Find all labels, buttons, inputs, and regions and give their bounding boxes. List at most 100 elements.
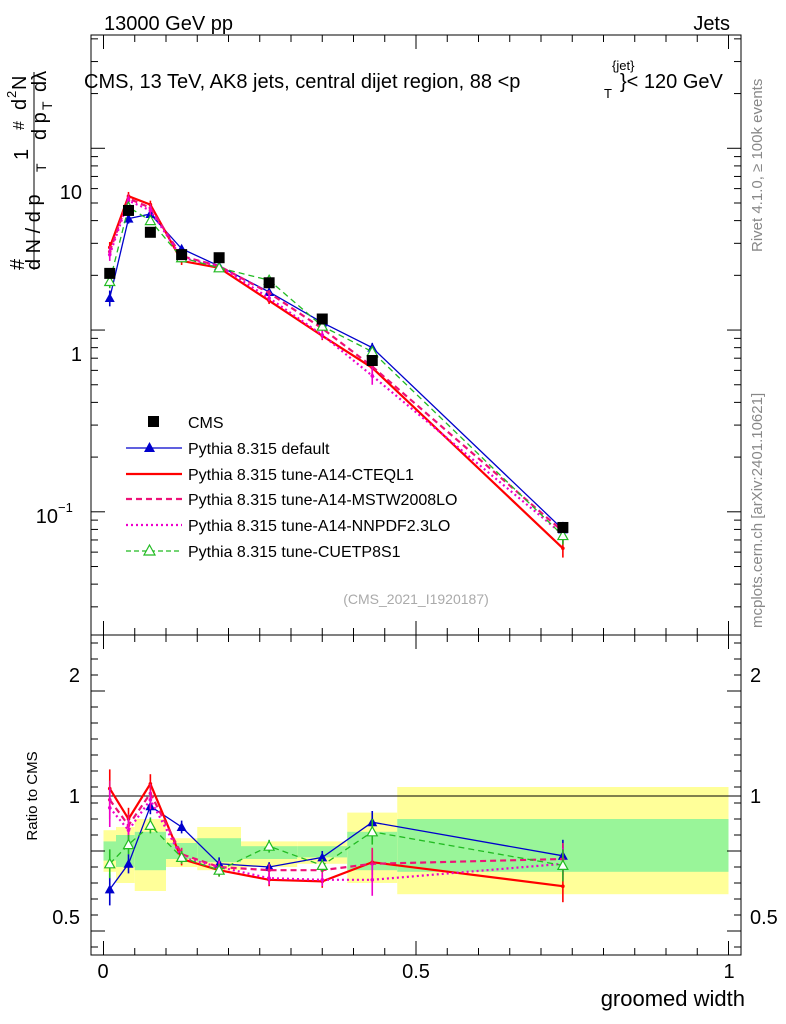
ylabel-den2: d p <box>29 112 51 140</box>
point-cms <box>263 277 275 289</box>
point-nnpdf <box>107 252 112 257</box>
main-plot-area <box>103 191 569 558</box>
ytick-label-0p1-base: 10 <box>36 506 58 528</box>
point-nnpdf <box>126 198 131 203</box>
ratio-point-nnpdf <box>370 878 375 882</box>
ylabel-den1-sub: T <box>33 163 49 172</box>
series-line-mstw <box>108 196 564 533</box>
point-cuetp8s1 <box>316 319 329 331</box>
legend-entry-cteql1: Pythia 8.315 tune-A14-CTEQL1 <box>126 467 414 484</box>
ratio-point-cuetp8s1 <box>263 839 276 851</box>
point-cuetp8s1 <box>556 529 569 541</box>
point-cms <box>123 204 134 216</box>
point-cms <box>316 313 328 325</box>
ytick-label-0p1-exp: −1 <box>58 500 73 515</box>
header-right: Jets <box>693 13 730 35</box>
ratio-ytick-1: 1 <box>69 786 80 808</box>
ratio-axis-ticks <box>91 635 741 955</box>
legend: CMS Pythia 8.315 default Pythia 8.315 tu… <box>126 415 457 561</box>
ratio-ytick-2: 2 <box>69 665 80 687</box>
point-default <box>123 213 134 223</box>
main-title-sup: {jet} <box>612 58 635 73</box>
ratio-point-cuetp8s1 <box>213 863 226 875</box>
ratio-uncertainty-bands <box>103 787 729 895</box>
legend-label-cuetp8s1: Pythia 8.315 tune-CUETP8S1 <box>188 544 401 561</box>
point-nnpdf <box>320 333 325 337</box>
x-axis-label: groomed width <box>601 986 745 1011</box>
point-nnpdf <box>370 374 375 378</box>
ylabel-den2-tail: dλ <box>29 71 51 92</box>
ratio-ytick-0p5: 0.5 <box>52 907 80 929</box>
ratio-point-cuetp8s1 <box>122 838 135 850</box>
ylabel-num2-n: N <box>9 76 31 90</box>
point-cms <box>366 354 378 366</box>
ratio-ytick-labels-right: 0.5 1 2 <box>750 665 778 929</box>
ylabel-num2-sup: 2 <box>4 91 19 98</box>
main-ytick-labels: 10 1 10 −1 <box>36 182 82 528</box>
legend-label-cteql1: Pythia 8.315 tune-A14-CTEQL1 <box>188 467 414 484</box>
ratio-point-cuetp8s1 <box>144 819 157 830</box>
mcplots-label: mcplots.cern.ch [arXiv:2401.10621] <box>749 393 766 628</box>
point-nnpdf <box>148 208 153 213</box>
ratio-point-cuetp8s1 <box>556 859 569 870</box>
legend-marker-cuetp8s1 <box>142 543 157 556</box>
ytick-label-1: 1 <box>71 344 82 366</box>
header-left: 13000 GeV pp <box>104 13 233 35</box>
analysis-watermark: (CMS_2021_I1920187) <box>343 591 489 607</box>
legend-label-default: Pythia 8.315 default <box>188 441 330 458</box>
legend-label-mstw: Pythia 8.315 tune-A14-MSTW2008LO <box>188 492 457 509</box>
xtick-label-0: 0 <box>97 961 108 983</box>
ratio-ytick-0p5-right: 0.5 <box>750 907 778 929</box>
point-cms <box>104 267 116 279</box>
legend-label-nnpdf: Pythia 8.315 tune-A14-NNPDF2.3LO <box>188 518 450 535</box>
point-cuetp8s1 <box>213 261 226 273</box>
ratio-point-default <box>176 822 187 831</box>
main-title: CMS, 13 TeV, AK8 jets, central dijet reg… <box>84 58 724 101</box>
legend-marker-default <box>144 442 155 452</box>
main-title-text: CMS, 13 TeV, AK8 jets, central dijet reg… <box>84 71 520 93</box>
series-line-cuetp8s1 <box>109 206 564 537</box>
ratio-point-cuetp8s1 <box>175 851 188 862</box>
ratio-point-mstw <box>267 868 271 872</box>
ratio-point-default <box>104 884 115 894</box>
ratio-ytick-1-right: 1 <box>750 786 761 808</box>
main-ylabel: # d N / d p T 1 # d 2 N d p T dλ <box>4 71 55 270</box>
point-mstw <box>267 291 271 295</box>
ratio-point-cuetp8s1 <box>366 825 379 837</box>
rivet-label: Rivet 4.1.0, ≥ 100k events <box>749 79 766 252</box>
ratio-point-nnpdf <box>148 798 153 802</box>
ratio-plot-area <box>103 769 569 906</box>
ratio-ylabel: Ratio to CMS <box>24 751 41 840</box>
ylabel-den2-sub: T <box>39 101 55 110</box>
ratio-point-cteql1 <box>561 884 565 888</box>
ylabel-hash1: # <box>7 258 29 270</box>
ratio-point-cuetp8s1 <box>316 859 329 870</box>
ratio-point-nnpdf <box>107 806 112 810</box>
ytick-label-10: 10 <box>60 182 82 204</box>
ratio-line-mstw <box>108 791 563 872</box>
point-default <box>104 293 115 303</box>
ylabel-hash2: # <box>11 121 28 130</box>
point-cuetp8s1 <box>103 275 116 287</box>
ylabel-num2-d: d <box>9 99 31 110</box>
main-axis-ticks <box>91 35 741 635</box>
ratio-point-default <box>317 852 328 862</box>
ratio-point-nnpdf <box>126 828 131 832</box>
band-inner <box>116 835 135 867</box>
main-title-sub: T <box>604 86 612 101</box>
legend-entry-cms: CMS <box>148 415 224 432</box>
point-cms <box>176 249 188 261</box>
point-cuetp8s1 <box>144 214 157 226</box>
point-cteql1 <box>561 546 565 551</box>
legend-marker-cms <box>148 416 159 427</box>
legend-entry-cuetp8s1: Pythia 8.315 tune-CUETP8S1 <box>126 543 401 561</box>
ratio-point-nnpdf <box>267 876 271 880</box>
point-nnpdf <box>267 296 271 300</box>
ratio-xtick-labels: 0 0.5 1 <box>97 961 734 983</box>
legend-entry-nnpdf: Pythia 8.315 tune-A14-NNPDF2.3LO <box>126 518 450 535</box>
point-cms <box>213 252 225 264</box>
point-cms <box>144 226 156 238</box>
ratio-ytick-labels-left: 0.5 1 2 <box>52 665 80 929</box>
point-cms <box>557 521 569 533</box>
